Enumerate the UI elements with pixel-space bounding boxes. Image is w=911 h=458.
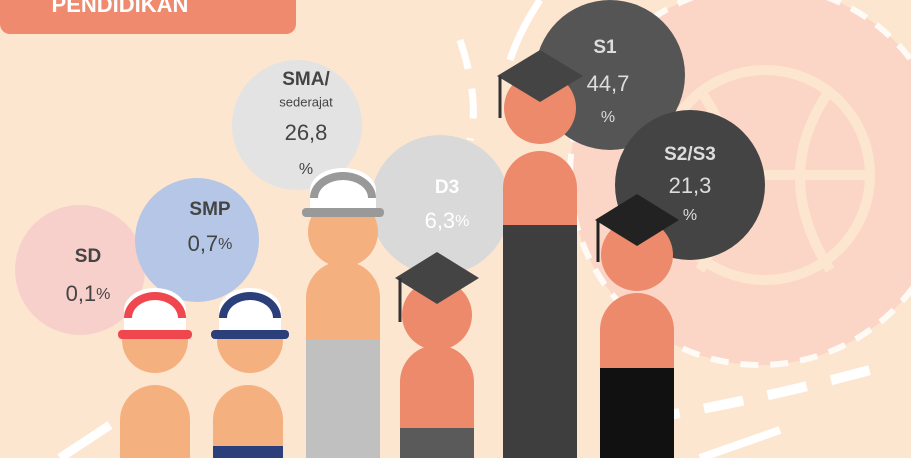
- infographic: PENDIDIKAN SD 0,1% SMP 0,7% SMA/ sederaj…: [0, 0, 911, 458]
- figure: [302, 168, 384, 458]
- value: 21,3: [669, 173, 712, 198]
- label: D3: [435, 177, 459, 198]
- unit: %: [218, 236, 232, 253]
- label: S2/S3: [664, 144, 716, 165]
- label: S1: [593, 37, 617, 58]
- unit: %: [601, 109, 615, 126]
- value: 6,3: [425, 208, 456, 233]
- label: SMP: [189, 199, 231, 220]
- unit: %: [299, 161, 313, 178]
- title: PENDIDIKAN: [52, 0, 189, 17]
- value: 0,1: [66, 281, 97, 306]
- value: 26,8: [285, 120, 328, 145]
- value: 44,7: [587, 71, 630, 96]
- figure: [497, 50, 583, 458]
- page: PENDIDIKAN SD 0,1% SMP 0,7% SMA/ sederaj…: [0, 0, 911, 458]
- value: 0,7: [188, 231, 219, 256]
- unit: %: [683, 207, 697, 224]
- label: SMA/: [282, 69, 330, 90]
- label: SD: [75, 246, 101, 267]
- unit: %: [96, 286, 110, 303]
- unit: %: [455, 213, 469, 230]
- sublabel: sederajat: [279, 94, 333, 109]
